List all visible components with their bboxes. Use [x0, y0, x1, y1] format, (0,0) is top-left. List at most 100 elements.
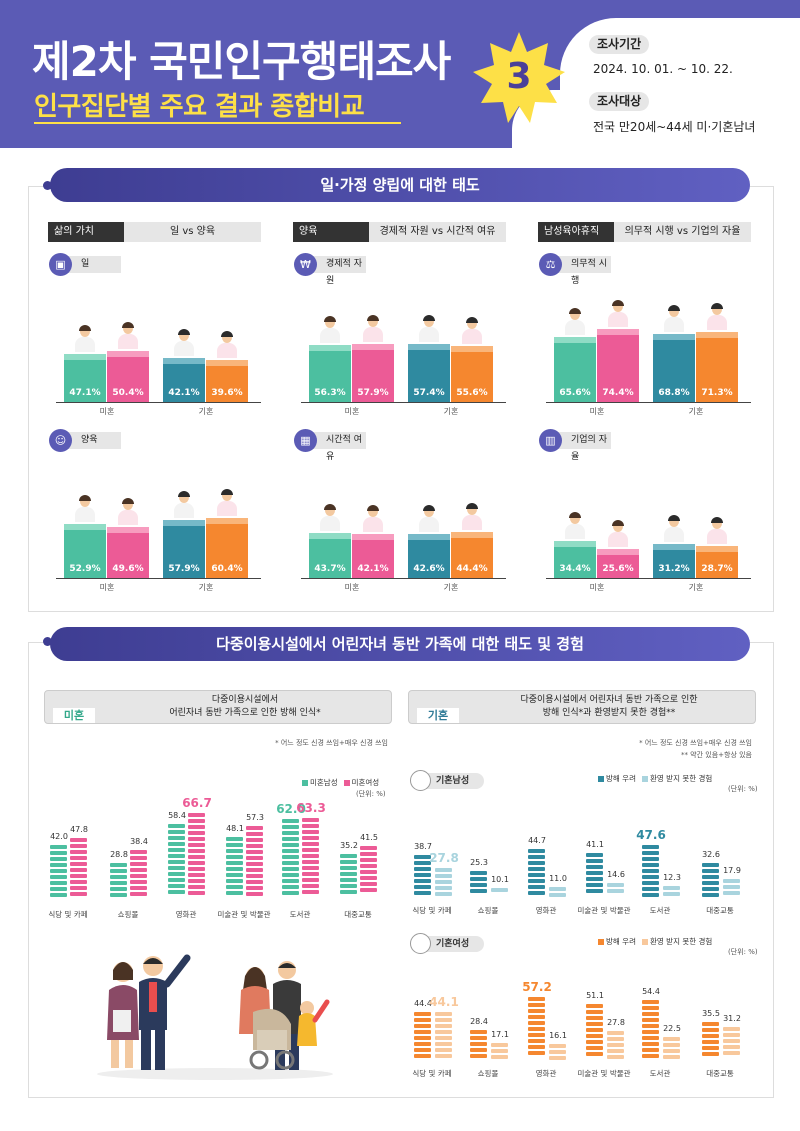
icon-segment	[246, 855, 263, 860]
bar-top-0	[309, 532, 351, 539]
married-male-category-label: 식당 및 카페	[412, 906, 452, 915]
icon-segment	[70, 855, 87, 860]
person-body-icon	[118, 510, 138, 526]
person-icon	[74, 495, 96, 523]
icon-segment	[470, 1042, 487, 1047]
person-icon	[607, 519, 629, 547]
person-hair-icon	[367, 505, 379, 512]
person-icon	[418, 504, 440, 532]
bar-0-0-1: 50.4%	[107, 350, 149, 402]
married-male-concern-bar	[702, 862, 719, 900]
icon-segment	[302, 865, 319, 870]
married-male-label: 기혼남성	[410, 770, 484, 791]
icon-segment	[642, 1030, 659, 1035]
person-icon	[173, 329, 195, 357]
icon-segment	[340, 866, 357, 871]
married-female-category-label: 식당 및 카페	[412, 1069, 452, 1078]
person-body-icon	[217, 343, 237, 359]
icon-segment	[360, 852, 377, 857]
icon-segment	[642, 863, 659, 868]
icon-segment	[414, 867, 431, 872]
icon-segment	[470, 1036, 487, 1041]
bar-value-label: 57.9%	[357, 387, 389, 398]
icon-segment	[435, 1018, 452, 1023]
married-male-unit: (단위: %)	[728, 785, 758, 793]
married-male-unwelcome-bar	[435, 868, 452, 900]
icon-segment	[702, 1046, 719, 1051]
person-head-icon	[368, 506, 378, 518]
bar-value-label: 50.4%	[112, 387, 144, 398]
person-head-icon	[123, 322, 133, 334]
icon-segment	[226, 879, 243, 884]
icon-segment	[723, 1039, 740, 1044]
icon-segment	[50, 863, 67, 868]
person-hair-icon	[711, 302, 723, 309]
bar-value-label: 60.4%	[211, 563, 243, 574]
icon-segment	[586, 864, 603, 869]
married-female-unwelcome-bar	[435, 1012, 452, 1063]
married-female-concern-value: 57.2	[522, 980, 552, 995]
icon-segment	[282, 861, 299, 866]
bar-value-label: 31.2%	[658, 563, 690, 574]
icon-segment	[302, 889, 319, 894]
icon-segment	[282, 837, 299, 842]
icon-segment	[130, 892, 147, 897]
icon-segment	[188, 867, 205, 872]
bar-value-label: 42.6%	[413, 563, 445, 574]
married-female-unwelcome-bar	[723, 1027, 740, 1063]
person-head-icon	[570, 308, 580, 320]
bar-value-label: 28.7%	[701, 563, 733, 574]
unmarried-male-bar	[340, 854, 357, 900]
icon-segment	[50, 851, 67, 856]
bar-value-label: 43.7%	[314, 563, 346, 574]
person-body-icon	[217, 500, 237, 516]
person-hair-icon	[668, 514, 680, 521]
married-female-unwelcome-bar	[663, 1037, 680, 1063]
icon-segment	[642, 869, 659, 874]
person-body-icon	[565, 524, 585, 540]
family-icon: ☺	[49, 429, 72, 452]
icon-segment	[663, 1043, 680, 1048]
chart-label-0-0: ▣ 일	[49, 253, 121, 276]
unmarried-female-value: 47.8	[70, 824, 88, 834]
icon-segment	[70, 891, 87, 896]
person-hair-icon	[367, 314, 379, 321]
icon-segment	[226, 837, 243, 842]
person-head-icon	[179, 491, 189, 503]
icon-segment	[50, 869, 67, 874]
bar-top-2	[163, 519, 205, 526]
person-hair-icon	[178, 329, 190, 336]
bar-value-label: 42.1%	[357, 563, 389, 574]
icon-segment	[702, 868, 719, 873]
icon-segment	[586, 882, 603, 887]
person-hair-icon	[466, 316, 478, 323]
baseline-2-0	[546, 402, 751, 403]
icon-segment	[607, 1055, 624, 1060]
icon-segment	[528, 1045, 545, 1050]
icon-segment	[110, 874, 127, 879]
icon-segment	[702, 1022, 719, 1027]
icon-segment	[50, 845, 67, 850]
group-label-married: 기혼	[688, 407, 704, 416]
married-male-category-label: 도서관	[649, 906, 671, 915]
married-male-legend: 방해 우려 환영 받지 못한 경험	[592, 773, 712, 784]
person-icon	[706, 302, 728, 330]
icon-segment	[586, 1016, 603, 1021]
person-body-icon	[363, 517, 383, 533]
group-label-married: 기혼	[688, 583, 704, 592]
icon-segment	[360, 846, 377, 851]
icon-segment	[723, 1033, 740, 1038]
person-head-icon	[368, 315, 378, 327]
group-label-unmarried: 미혼	[589, 583, 605, 592]
icon-segment	[607, 889, 624, 894]
married-male-concern-value: 38.7	[414, 842, 432, 852]
unmarried-male-bar	[226, 837, 243, 900]
unmarried-female-bar	[246, 825, 263, 900]
person-head-icon	[123, 499, 133, 511]
person-head-icon	[570, 513, 580, 525]
icon-segment	[168, 860, 185, 865]
icon-segment	[414, 891, 431, 896]
column-header-value: 경제적 자원 vs 시간적 여유	[379, 226, 496, 237]
money-icon: ₩	[294, 253, 317, 276]
person-icon	[117, 498, 139, 526]
